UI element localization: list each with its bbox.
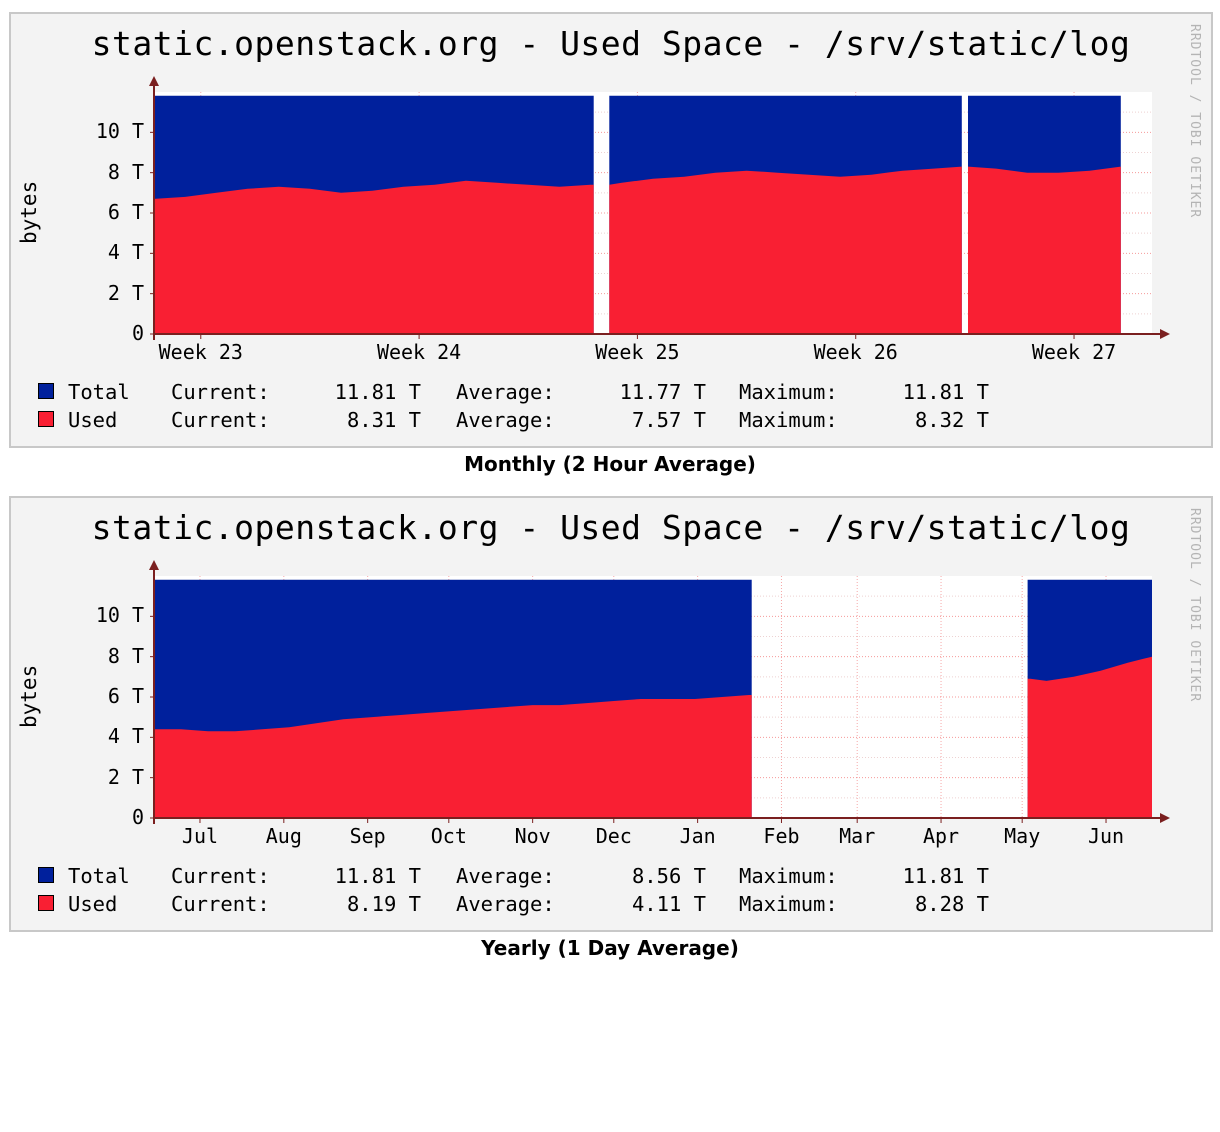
legend-maximum-value: 11.81 T [902, 864, 989, 888]
x-tick-label: Sep [349, 824, 386, 848]
monthly-caption: Monthly (2 Hour Average) [464, 452, 756, 476]
legend-average-value: 11.77 T [619, 380, 706, 404]
yearly-caption: Yearly (1 Day Average) [481, 936, 739, 960]
legend-average-label: Average: [456, 380, 555, 404]
x-tick-label: Mar [839, 824, 876, 848]
legend-series-name: Total [68, 380, 130, 404]
y-axis-arrow [149, 560, 159, 570]
legend-average-value: 4.11 T [631, 892, 706, 916]
legend-row-used: Used Current: 8.31 T Average: 7.57 T Max… [11, 408, 1211, 434]
x-tick-label: May [1004, 824, 1041, 848]
legend-average-label: Average: [456, 408, 555, 432]
legend-maximum-label: Maximum: [739, 380, 838, 404]
legend-current-label: Current: [171, 380, 270, 404]
x-tick-label: Oct [430, 824, 467, 848]
x-tick-label: Jul [181, 824, 219, 848]
x-tick-label: Dec [595, 824, 632, 848]
x-tick-label: Aug [265, 824, 302, 848]
legend-maximum-value: 11.81 T [902, 380, 989, 404]
legend-swatch-used [38, 895, 54, 911]
area-used-segment [154, 695, 752, 818]
rrdtool-watermark: RRDTOOL / TOBI OETIKER [1187, 24, 1202, 219]
legend-row-used: Used Current: 8.19 T Average: 4.11 T Max… [11, 892, 1211, 918]
legend-current-label: Current: [171, 408, 270, 432]
chart-plot-area [149, 560, 1170, 824]
x-tick-label: Week 23 [158, 340, 243, 364]
monthly-graph-panel: static.openstack.org - Used Space - /srv… [9, 12, 1213, 448]
legend-average-label: Average: [456, 864, 555, 888]
x-tick-label: Week 27 [1031, 340, 1117, 364]
x-tick-label: Nov [514, 824, 551, 848]
legend-current-value: 11.81 T [334, 380, 421, 404]
legend-current-value: 8.31 T [346, 408, 421, 432]
y-tick-label: 0 [131, 805, 144, 829]
area-used-segment [1027, 656, 1152, 818]
area-used-segment [609, 166, 962, 334]
legend-average-label: Average: [456, 892, 555, 916]
legend-series-name: Used [68, 892, 118, 916]
y-tick-label: 10 T [95, 603, 144, 628]
y-tick-label: 10 T [95, 119, 144, 144]
legend-current-value: 11.81 T [334, 864, 421, 888]
x-tick-label: Jan [679, 824, 716, 848]
yearly-graph-panel: static.openstack.org - Used Space - /srv… [9, 496, 1213, 932]
legend-current-label: Current: [171, 892, 270, 916]
y-tick-label: 4 T [107, 724, 144, 749]
rrdtool-watermark: RRDTOOL / TOBI OETIKER [1187, 508, 1202, 703]
legend-maximum-label: Maximum: [739, 408, 838, 432]
legend-current-value: 8.19 T [346, 892, 421, 916]
y-axis-arrow [149, 76, 159, 86]
legend-current-label: Current: [171, 864, 270, 888]
x-tick-label: Week 25 [595, 340, 680, 364]
x-axis-arrow [1160, 813, 1170, 823]
legend-maximum-label: Maximum: [739, 892, 838, 916]
y-tick-label: 8 T [107, 643, 144, 668]
graph-title: static.openstack.org - Used Space - /srv… [91, 24, 1131, 63]
y-tick-label: 2 T [107, 764, 144, 789]
legend-row-total: Total Current: 11.81 T Average: 8.56 T M… [11, 864, 1211, 890]
area-used-segment [154, 180, 594, 334]
legend-swatch-total [38, 867, 54, 883]
legend-maximum-label: Maximum: [739, 864, 838, 888]
x-tick-label: Week 26 [813, 340, 898, 364]
x-tick-label: Week 24 [376, 340, 462, 364]
x-tick-label: Feb [763, 824, 800, 848]
legend-swatch-total [38, 383, 54, 399]
y-tick-label: 6 T [107, 200, 144, 224]
chart-plot-area [149, 76, 1170, 340]
area-used-segment [968, 166, 1121, 334]
y-tick-label: 0 [131, 321, 144, 345]
y-tick-label: 8 T [107, 159, 144, 184]
x-tick-label: Jun [1087, 824, 1125, 848]
legend-series-name: Total [68, 864, 130, 888]
legend-row-total: Total Current: 11.81 T Average: 11.77 T … [11, 380, 1211, 406]
x-axis-arrow [1160, 329, 1170, 339]
legend-average-value: 7.57 T [631, 408, 706, 432]
legend-maximum-value: 8.32 T [914, 408, 989, 432]
y-tick-label: 2 T [107, 280, 144, 305]
legend-swatch-used [38, 411, 54, 427]
graph-title: static.openstack.org - Used Space - /srv… [91, 508, 1131, 547]
y-tick-label: 6 T [107, 684, 144, 708]
x-tick-label: Apr [922, 824, 960, 848]
legend-series-name: Used [68, 408, 118, 432]
legend-average-value: 8.56 T [631, 864, 706, 888]
legend-maximum-value: 8.28 T [914, 892, 989, 916]
y-tick-label: 4 T [107, 240, 144, 265]
